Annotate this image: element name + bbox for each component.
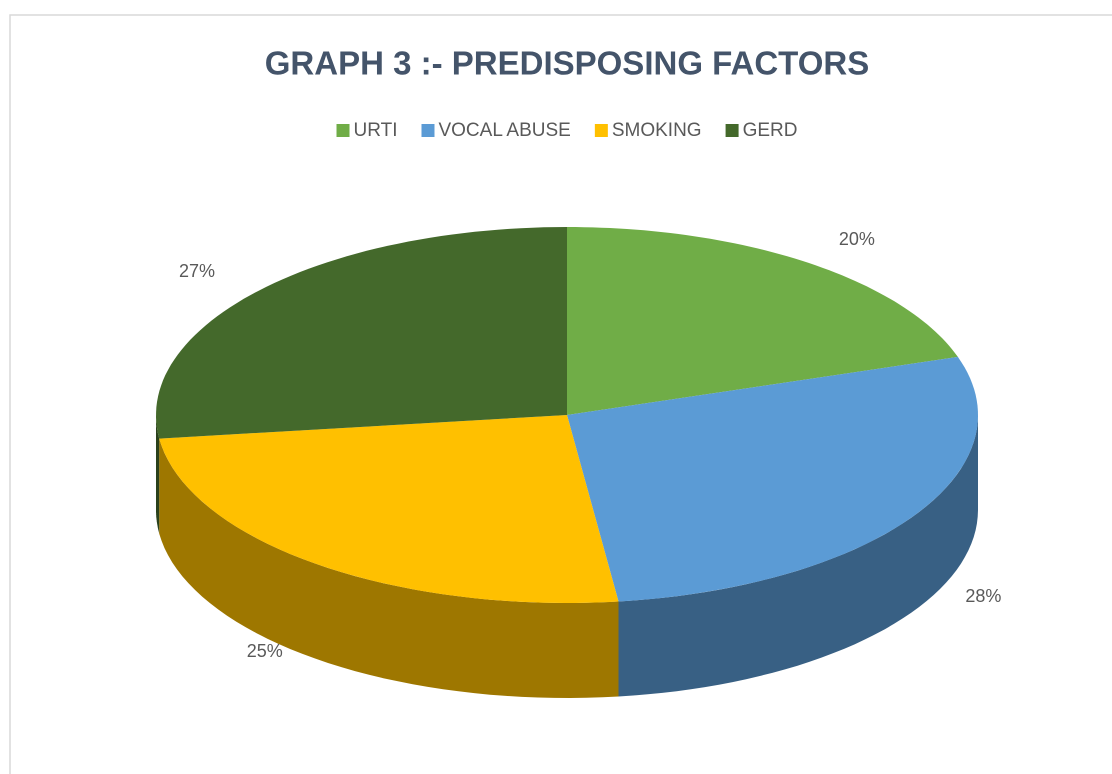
legend-swatch [594, 124, 608, 137]
slice [567, 356, 978, 602]
value-label: 25% [247, 641, 283, 661]
slice [156, 227, 567, 439]
legend-label: URTI [354, 120, 398, 141]
slice-side [156, 415, 160, 534]
legend-swatch [421, 124, 435, 137]
slice-side [618, 415, 978, 697]
chart-title: GRAPH 3 :- PREDISPOSING FACTORS [265, 45, 869, 82]
legend-label: GERD [743, 120, 798, 141]
value-label: 27% [179, 261, 215, 281]
legend-label: SMOKING [612, 120, 702, 141]
value-label: 28% [965, 586, 1001, 606]
slice [159, 415, 619, 603]
legend-swatch [336, 124, 350, 137]
legend-swatch [725, 124, 739, 137]
slice [567, 227, 958, 415]
legend-label: VOCAL ABUSE [438, 120, 570, 141]
slice-side [159, 438, 619, 698]
value-label: 20% [839, 229, 875, 249]
